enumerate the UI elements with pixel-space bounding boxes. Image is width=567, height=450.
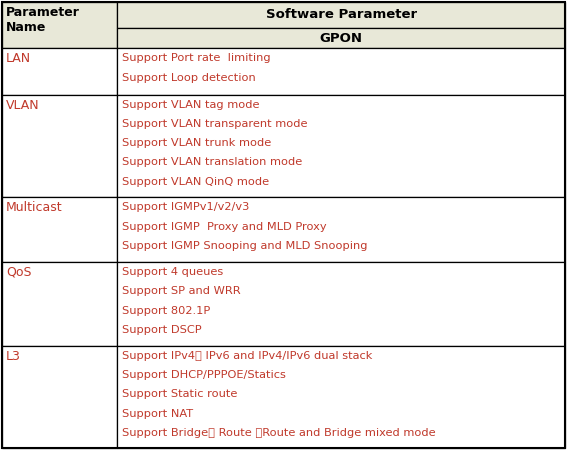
Text: Support DSCP: Support DSCP [122,325,202,335]
Text: Support NAT: Support NAT [122,409,193,419]
Text: Parameter
Name: Parameter Name [6,6,80,34]
Text: Support 802.1P: Support 802.1P [122,306,211,316]
Text: Support Loop detection: Support Loop detection [122,73,256,83]
Bar [2,197,117,262]
Text: GPON: GPON [320,32,363,45]
Bar [117,262,565,346]
Text: Support IGMP  Proxy and MLD Proxy: Support IGMP Proxy and MLD Proxy [122,221,327,232]
Bar [2,346,117,448]
Bar [117,48,565,94]
Text: Support SP and WRR: Support SP and WRR [122,286,241,297]
Text: Multicast: Multicast [6,201,62,214]
Text: Support VLAN transparent mode: Support VLAN transparent mode [122,119,308,129]
Text: VLAN: VLAN [6,99,40,112]
Bar [117,94,565,197]
Text: Support VLAN translation mode: Support VLAN translation mode [122,158,303,167]
Text: Support Static route: Support Static route [122,389,238,399]
Text: Support IGMP Snooping and MLD Snooping: Support IGMP Snooping and MLD Snooping [122,241,368,251]
Text: QoS: QoS [6,266,32,279]
Text: Support VLAN QinQ mode: Support VLAN QinQ mode [122,177,269,187]
Text: LAN: LAN [6,52,31,65]
Bar [2,2,117,48]
Text: Support 4 queues: Support 4 queues [122,267,223,277]
Text: Support Bridge， Route ，Route and Bridge mixed mode: Support Bridge， Route ，Route and Bridge … [122,428,436,438]
Text: L3: L3 [6,350,21,363]
Text: Software Parameter: Software Parameter [266,9,417,22]
Bar [2,94,117,197]
Text: Support IGMPv1/v2/v3: Support IGMPv1/v2/v3 [122,202,250,212]
Bar [117,346,565,448]
Text: Support Port rate  limiting: Support Port rate limiting [122,53,271,63]
Bar [117,28,565,48]
Text: Support DHCP/PPPOE/Statics: Support DHCP/PPPOE/Statics [122,370,286,380]
Text: Support VLAN tag mode: Support VLAN tag mode [122,99,260,109]
Bar [117,197,565,262]
Bar [117,2,565,28]
Bar [2,48,117,94]
Text: Support IPv4、 IPv6 and IPv4/IPv6 dual stack: Support IPv4、 IPv6 and IPv4/IPv6 dual st… [122,351,373,360]
Bar [2,262,117,346]
Text: Support VLAN trunk mode: Support VLAN trunk mode [122,138,272,148]
